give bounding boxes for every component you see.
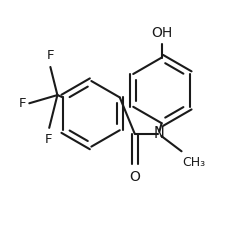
Text: F: F (44, 132, 52, 146)
Text: CH₃: CH₃ (182, 155, 205, 169)
Text: N: N (153, 126, 164, 141)
Text: F: F (18, 97, 26, 110)
Text: O: O (129, 170, 140, 184)
Text: F: F (46, 49, 54, 62)
Text: OH: OH (150, 26, 172, 40)
